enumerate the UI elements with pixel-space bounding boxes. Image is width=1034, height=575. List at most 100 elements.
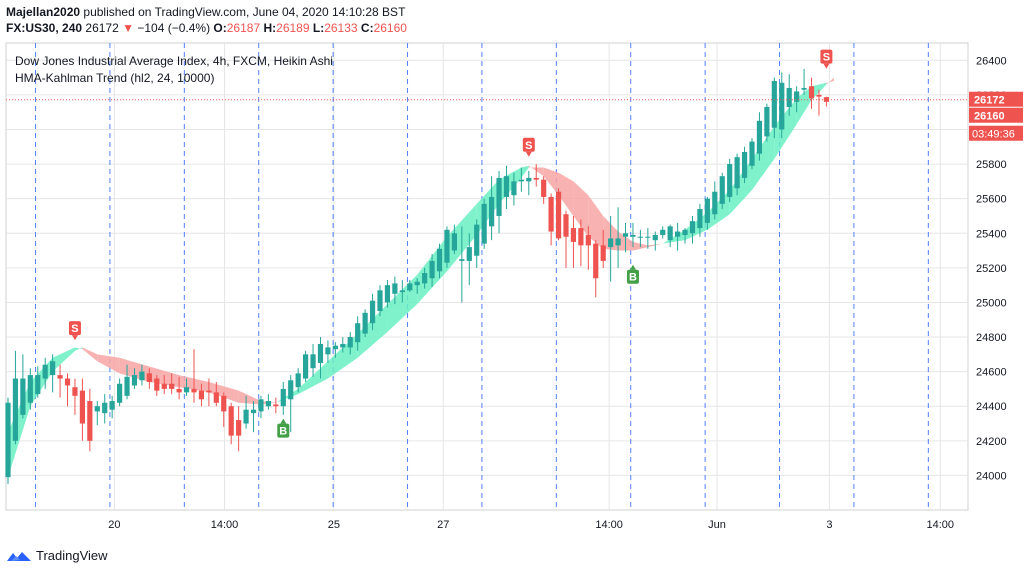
tradingview-logo-icon[interactable] (6, 549, 32, 563)
candle-body (570, 228, 577, 242)
candle (503, 165, 510, 210)
candle (414, 278, 420, 294)
candle (741, 146, 748, 184)
candle (548, 193, 554, 246)
publish-line: Majellan2020 published on TradingView.co… (6, 4, 407, 20)
plot-area[interactable] (5, 42, 969, 511)
candle (369, 293, 376, 331)
high-label: H: (263, 21, 277, 35)
candle-body (161, 383, 167, 389)
candle-body (191, 388, 197, 393)
candle-body (228, 406, 234, 436)
candle-body (280, 388, 286, 407)
candle-body (451, 233, 457, 251)
candle (303, 350, 309, 383)
candle-body (265, 401, 271, 407)
candle-body (756, 120, 763, 154)
candle-body (303, 354, 309, 379)
candle (392, 276, 398, 305)
price-change: −104 (−0.4%) (137, 21, 211, 35)
candle-body (741, 151, 748, 178)
candle-body (645, 236, 651, 238)
candle-body (526, 177, 532, 182)
candle (124, 364, 130, 400)
candle (459, 226, 465, 303)
candle (541, 176, 547, 204)
candle (555, 188, 562, 241)
candle-body (64, 378, 71, 386)
candle-body (117, 383, 123, 403)
candle (42, 357, 48, 389)
trend-band-down (647, 243, 663, 248)
candle (593, 240, 599, 298)
quote-line: FX:US30, 240 26172 ▼ −104 (−0.4%) O:2618… (6, 20, 407, 36)
y-tick-label: 24000 (976, 470, 1007, 482)
candle (689, 215, 696, 244)
candle-body (489, 196, 495, 227)
x-tick-label: 3 (826, 519, 832, 531)
sell-signal: S (522, 137, 535, 157)
candle-body (407, 283, 413, 291)
high-value: 26189 (276, 21, 310, 35)
signal-letter: B (279, 426, 287, 438)
candle (377, 285, 383, 317)
candle (578, 219, 584, 267)
trend-band-up (74, 347, 83, 351)
brand-name[interactable]: TradingView (36, 548, 108, 563)
candle (563, 210, 569, 268)
candle-body (236, 420, 242, 436)
open-label: O: (213, 21, 227, 35)
candles (5, 68, 829, 485)
candle-body (712, 191, 718, 215)
candle-body (794, 91, 800, 102)
candle (258, 395, 264, 419)
trend-band-down (82, 347, 98, 362)
candle (50, 354, 56, 393)
candle (5, 397, 11, 485)
candle (154, 375, 160, 396)
candle-body (250, 409, 257, 414)
candle (422, 267, 428, 289)
trend-band-down (238, 390, 261, 405)
candle-body (347, 337, 353, 348)
candle-body (399, 290, 405, 293)
candle (221, 392, 227, 427)
candle-body (704, 198, 710, 223)
candle (102, 394, 108, 424)
candle-body (622, 233, 629, 237)
candle (756, 112, 763, 161)
candle-body (555, 191, 562, 239)
chart-header: Majellan2020 published on TradingView.co… (6, 4, 407, 36)
candle (645, 228, 651, 249)
candle-body (369, 300, 376, 324)
trend-band-up (521, 165, 529, 178)
candle (786, 74, 792, 116)
open-value: 26187 (226, 21, 261, 35)
close-price-tag (969, 107, 1023, 123)
author-name[interactable]: Majellan2020 (6, 5, 81, 19)
candle-body (429, 260, 435, 279)
legend-indicator[interactable]: HMA-Kahlman Trend (hl2, 24, 10000) (15, 71, 214, 85)
candle (697, 203, 703, 237)
price-label-last: 26172 (969, 91, 1023, 107)
candle (489, 176, 495, 241)
candle-body (288, 380, 294, 400)
candle (511, 172, 517, 206)
candle (94, 401, 100, 426)
candle-body (436, 248, 443, 272)
buy-signal: B (277, 418, 290, 438)
candle-body (764, 106, 770, 137)
trend-band-up (774, 98, 797, 159)
candle (727, 158, 733, 203)
candle-body (600, 245, 606, 261)
candle-body (541, 179, 547, 197)
candle (637, 229, 643, 248)
candle (355, 316, 361, 351)
x-tick-label: 14:00 (926, 519, 954, 531)
candle (675, 222, 681, 251)
candle-body (102, 402, 108, 414)
signal-pointer (629, 264, 636, 270)
candle (362, 309, 368, 338)
